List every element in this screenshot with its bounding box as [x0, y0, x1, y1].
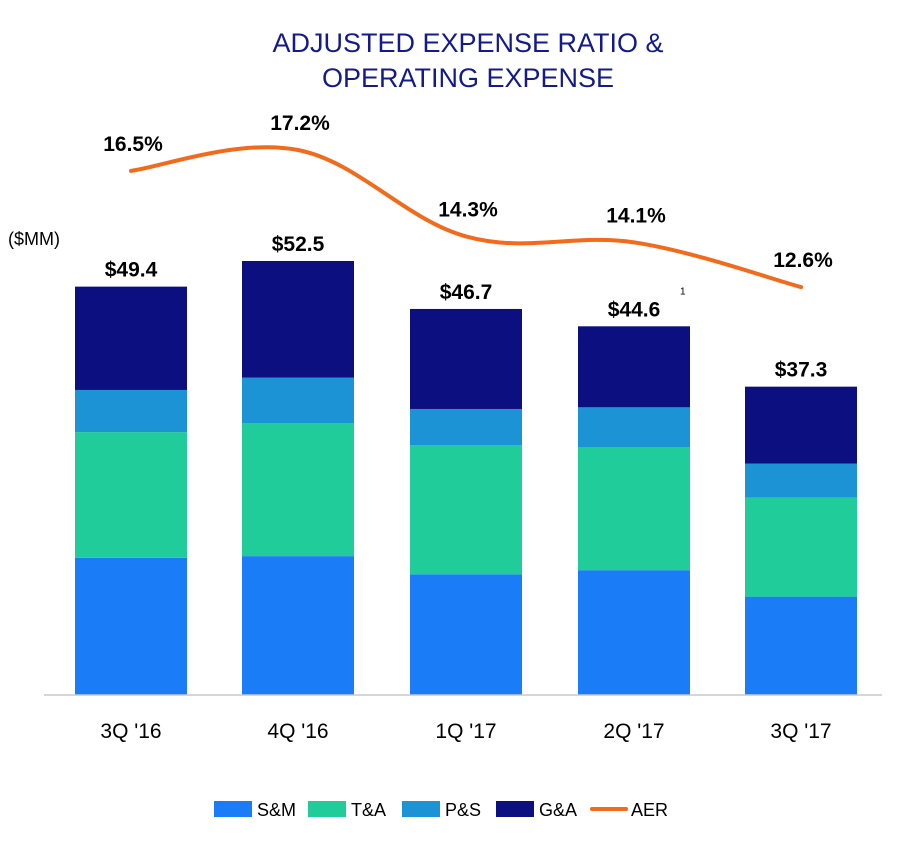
bar-p-and-s-1q-17	[410, 408, 522, 446]
legend-item-s-and-m: S&M	[214, 800, 296, 820]
unit-label: ($MM)	[8, 229, 60, 249]
bar-p-and-s-4q-16	[242, 377, 354, 424]
bar-t-and-a-3q-16	[75, 432, 187, 558]
bar-p-and-s-3q-16	[75, 389, 187, 433]
chart-title-line-2: OPERATING EXPENSE	[322, 63, 614, 93]
aer-label-2q-17: 14.1%	[606, 204, 666, 227]
bar-p-and-s-2q-17	[578, 407, 690, 447]
x-tick-4q-16: 4Q '16	[267, 720, 328, 743]
total-label-4q-16: $52.5	[272, 233, 325, 256]
bar-t-and-a-2q-17	[578, 447, 690, 571]
bar-s-and-m-1q-17	[410, 574, 522, 695]
legend: S&M T&A P&S G&A AER	[214, 800, 668, 820]
bar-s-and-m-3q-17	[745, 596, 857, 695]
bar-g-and-a-3q-16	[75, 286, 187, 390]
x-tick-3q-16: 3Q '16	[100, 720, 161, 743]
footnote-marker: 1	[680, 286, 686, 297]
bar-t-and-a-4q-16	[242, 423, 354, 557]
chart-title-line-1: ADJUSTED EXPENSE RATIO &	[272, 28, 663, 58]
bar-g-and-a-4q-16	[242, 261, 354, 378]
total-labels-group: $49.4 $52.5 $46.7 $44.6 1 $37.3	[105, 233, 828, 382]
bar-s-and-m-2q-17	[578, 570, 690, 695]
legend-swatch-g-and-a	[496, 801, 534, 817]
legend-label-p-and-s: P&S	[445, 800, 481, 820]
total-label-1q-17: $46.7	[440, 281, 493, 304]
legend-item-g-and-a: G&A	[496, 800, 577, 820]
bar-s-and-m-3q-16	[75, 557, 187, 695]
aer-label-3q-16: 16.5%	[103, 133, 163, 156]
legend-swatch-s-and-m	[214, 801, 252, 817]
chart-title: ADJUSTED EXPENSE RATIO & OPERATING EXPEN…	[272, 28, 663, 93]
legend-label-g-and-a: G&A	[539, 800, 577, 820]
legend-item-aer: AER	[590, 800, 668, 820]
legend-label-s-and-m: S&M	[257, 800, 296, 820]
bar-t-and-a-1q-17	[410, 445, 522, 575]
legend-label-t-and-a: T&A	[351, 800, 386, 820]
legend-item-p-and-s: P&S	[402, 800, 481, 820]
x-tick-3q-17: 3Q '17	[770, 720, 831, 743]
aer-label-4q-16: 17.2%	[270, 112, 330, 135]
x-tick-1q-17: 1Q '17	[435, 720, 496, 743]
aer-line-group: 16.5% 17.2% 14.3% 14.1% 12.6%	[103, 112, 833, 290]
legend-label-aer: AER	[631, 800, 668, 820]
x-tick-labels-group: 3Q '16 4Q '16 1Q '17 2Q '17 3Q '17	[100, 720, 831, 743]
bar-p-and-s-3q-17	[745, 463, 857, 498]
bar-g-and-a-3q-17	[745, 386, 857, 464]
legend-item-t-and-a: T&A	[308, 800, 386, 820]
total-label-3q-17: $37.3	[775, 359, 828, 382]
legend-swatch-p-and-s	[402, 801, 440, 817]
bars-group	[75, 261, 857, 695]
aer-label-1q-17: 14.3%	[438, 198, 498, 221]
aer-label-3q-17: 12.6%	[773, 249, 833, 272]
bar-g-and-a-1q-17	[410, 308, 522, 409]
legend-swatch-t-and-a	[308, 801, 346, 817]
bar-t-and-a-3q-17	[745, 497, 857, 597]
bar-g-and-a-2q-17	[578, 326, 690, 408]
x-tick-2q-17: 2Q '17	[603, 720, 664, 743]
bar-s-and-m-4q-16	[242, 556, 354, 695]
total-label-3q-16: $49.4	[105, 259, 158, 282]
total-label-2q-17: $44.6	[608, 298, 661, 321]
aer-line	[129, 145, 803, 290]
